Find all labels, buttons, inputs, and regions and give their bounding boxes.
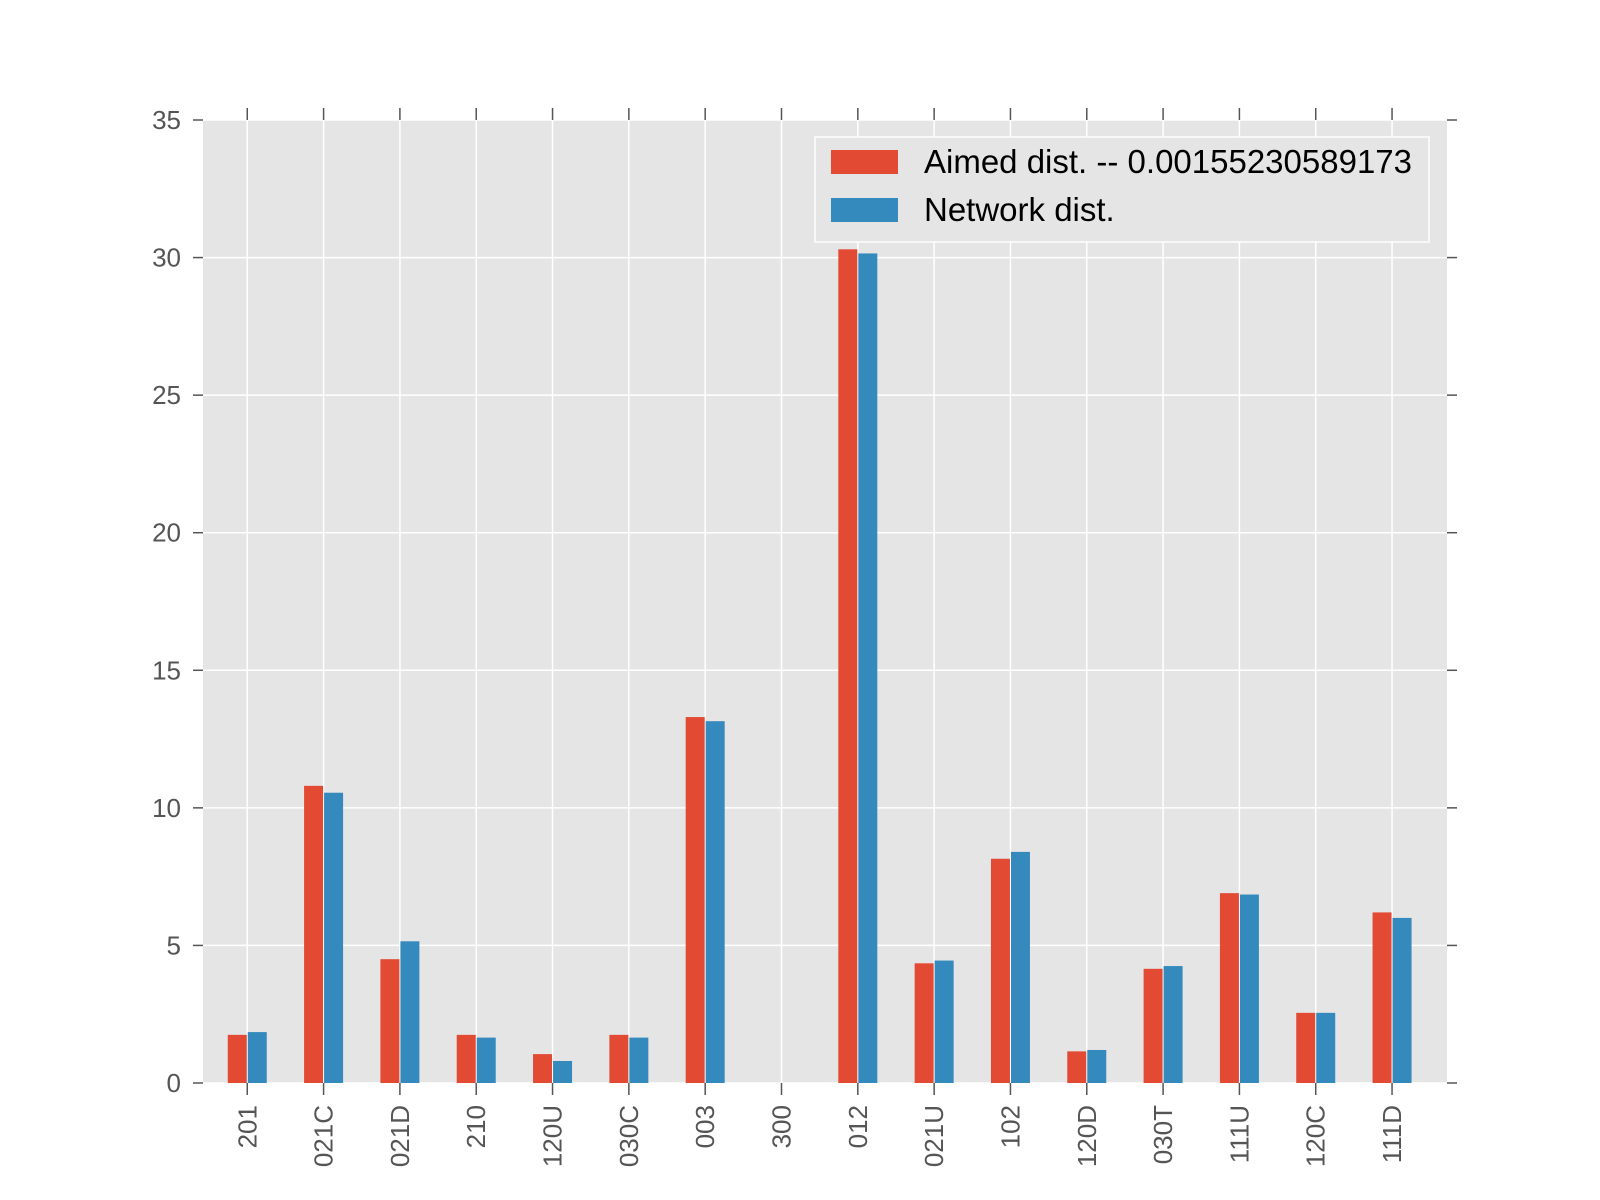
bar-030T-aimed [1143, 968, 1163, 1083]
bar-111D-aimed [1372, 912, 1392, 1083]
y-tick-label: 15 [152, 655, 181, 685]
bar-021C-aimed [304, 785, 324, 1083]
y-tick-labels: 0 5 10 15 20 25 30 35 [152, 105, 181, 1098]
bar-021U-aimed [914, 963, 934, 1083]
bars [227, 249, 1412, 1084]
bar-111D-network [1392, 917, 1412, 1083]
x-tick-label: 021U [919, 1105, 949, 1167]
grid-lines [203, 119, 1447, 1084]
y-tick-label: 10 [152, 793, 181, 823]
bar-030C-aimed [609, 1034, 629, 1083]
bar-210-aimed [456, 1034, 476, 1083]
bar-012-network [858, 253, 878, 1084]
legend-swatch-network [831, 198, 898, 222]
bar-111U-network [1239, 894, 1259, 1083]
bar-120C-network [1316, 1012, 1336, 1083]
x-tick-label: 021D [385, 1105, 415, 1167]
legend-label-network: Network dist. [924, 191, 1115, 228]
bar-120D-network [1087, 1049, 1107, 1083]
legend-box [814, 136, 1430, 243]
x-tick-label: 120D [1072, 1105, 1102, 1167]
x-tick-label: 030C [614, 1105, 644, 1167]
legend-swatch-aimed [831, 150, 898, 174]
x-tick-label: 300 [766, 1105, 796, 1148]
y-tick-label: 25 [152, 380, 181, 410]
x-tick-label: 111U [1224, 1105, 1254, 1163]
legend: Aimed dist. -- 0.00155230589173 Network d… [814, 136, 1430, 243]
x-tick-label: 210 [461, 1105, 491, 1148]
bar-003-network [705, 721, 725, 1083]
plot-background [203, 120, 1447, 1083]
bar-021C-network [324, 792, 344, 1083]
legend-label-aimed: Aimed dist. -- 0.00155230589173 [924, 143, 1412, 180]
bar-120C-aimed [1296, 1012, 1316, 1083]
x-tick-label: 030T [1148, 1105, 1178, 1164]
x-tick-label: 120U [538, 1105, 568, 1167]
axis-ticks [193, 108, 1457, 1095]
x-tick-label: 111D [1377, 1105, 1407, 1163]
bar-021D-aimed [380, 959, 400, 1083]
y-tick-label: 30 [152, 243, 181, 273]
bar-021D-network [400, 941, 420, 1083]
bar-030C-network [629, 1037, 649, 1083]
x-tick-label: 201 [232, 1105, 262, 1148]
bar-120D-aimed [1067, 1051, 1087, 1083]
bar-021U-network [934, 960, 954, 1083]
x-tick-label: 003 [690, 1105, 720, 1148]
bar-012-aimed [838, 249, 858, 1083]
bar-120U-network [553, 1060, 573, 1083]
y-tick-label: 0 [167, 1068, 181, 1098]
bar-120U-aimed [533, 1054, 553, 1083]
bar-111U-aimed [1219, 893, 1239, 1083]
bar-003-aimed [685, 717, 705, 1083]
bar-201-aimed [227, 1034, 247, 1083]
x-tick-labels: 201 021C 021D 210 120U 030C 003 300 012 021U 102 12… [232, 1105, 1407, 1167]
bar-102-aimed [990, 858, 1010, 1083]
bar-030T-network [1163, 966, 1183, 1083]
x-tick-label: 120C [1301, 1105, 1331, 1167]
y-tick-label: 35 [152, 105, 181, 135]
bar-201-network [247, 1032, 267, 1083]
x-tick-label: 021C [309, 1105, 339, 1167]
x-tick-label: 012 [843, 1105, 873, 1148]
x-tick-label: 102 [995, 1105, 1025, 1148]
y-tick-label: 20 [152, 518, 181, 548]
y-tick-label: 5 [167, 930, 181, 960]
bar-102-network [1010, 851, 1030, 1083]
bar-210-network [476, 1037, 496, 1083]
